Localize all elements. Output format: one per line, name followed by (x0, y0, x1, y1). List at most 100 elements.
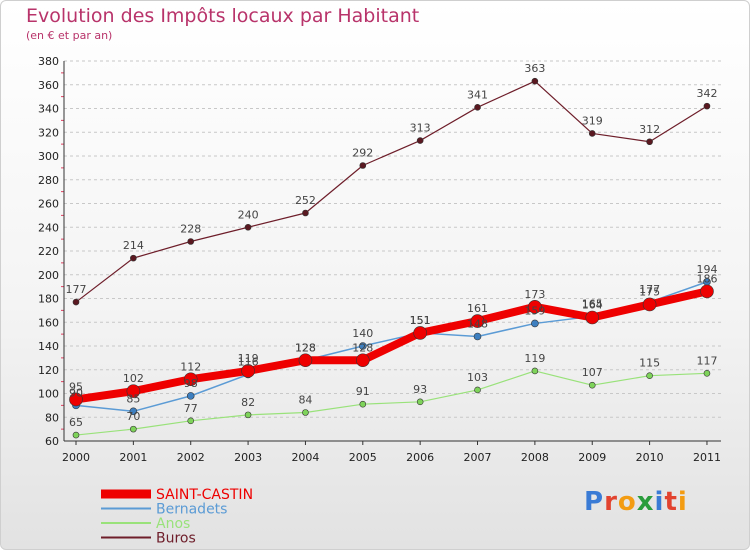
data-label-bernadets: 151 (410, 314, 431, 327)
data-point-anos (588, 381, 596, 389)
data-label-anos: 117 (696, 354, 717, 367)
x-tick-label: 2007 (464, 451, 492, 464)
data-point-saint-castin (585, 310, 600, 325)
y-tick-label: 240 (38, 221, 59, 234)
data-label-bernadets: 140 (352, 327, 373, 340)
data-point-saint-castin (700, 284, 714, 299)
legend-label-bernadets: Bernadets (156, 502, 227, 518)
y-tick-label: 100 (38, 388, 59, 401)
data-label-saint-castin: 175 (639, 285, 660, 298)
data-label-anos: 82 (241, 396, 255, 409)
data-label-buros: 342 (696, 87, 717, 100)
data-point-buros (703, 102, 711, 110)
data-point-anos (703, 370, 711, 377)
x-tick-label: 2004 (291, 451, 319, 464)
y-tick-label: 120 (38, 364, 59, 377)
x-tick-label: 2009 (578, 451, 606, 464)
data-point-buros (187, 238, 195, 245)
data-label-bernadets: 116 (238, 356, 259, 369)
data-point-saint-castin (183, 372, 198, 387)
data-label-buros: 363 (524, 62, 545, 75)
y-tick-label: 260 (38, 198, 59, 211)
y-tick-label: 60 (45, 435, 59, 448)
y-tick-label: 340 (38, 103, 59, 116)
data-label-bernadets: 148 (467, 318, 488, 331)
data-label-anos: 103 (467, 371, 488, 384)
series-line-buros (75, 80, 708, 303)
legend-label-saint-castin: SAINT-CASTIN (156, 487, 253, 503)
data-label-bernadets: 90 (69, 386, 83, 399)
data-label-saint-castin: 95 (69, 380, 83, 393)
data-label-saint-castin: 161 (467, 302, 488, 315)
data-point-buros (130, 254, 137, 262)
data-label-buros: 252 (295, 194, 316, 207)
y-tick-label: 320 (38, 126, 59, 139)
logo-letter: o (617, 487, 637, 517)
data-point-saint-castin (126, 384, 141, 398)
series-line-anos (75, 370, 707, 436)
logo-letter: i (654, 487, 665, 517)
data-point-anos (244, 411, 252, 419)
x-tick-label: 2010 (636, 451, 664, 464)
data-label-buros: 313 (410, 122, 431, 135)
chart-title: Evolution des Impôts locaux par Habitant (26, 5, 420, 27)
x-tick-label: 2003 (234, 451, 262, 464)
data-point-anos (416, 398, 424, 406)
data-point-saint-castin (298, 353, 313, 368)
data-point-saint-castin (241, 364, 255, 378)
legend-label-buros: Buros (156, 531, 196, 547)
data-point-buros (646, 138, 653, 146)
data-point-anos (646, 372, 653, 379)
y-tick-label: 220 (38, 245, 59, 258)
data-label-anos: 93 (413, 383, 427, 396)
data-label-buros: 228 (180, 223, 201, 236)
data-point-buros (416, 137, 424, 144)
data-point-anos (130, 425, 137, 433)
x-tick-label: 2005 (349, 451, 377, 464)
data-label-anos: 70 (126, 410, 140, 423)
data-label-anos: 115 (639, 357, 660, 370)
y-tick-label: 80 (45, 411, 59, 424)
data-label-buros: 214 (123, 239, 144, 252)
data-label-anos: 91 (356, 385, 370, 398)
data-point-anos (187, 417, 195, 425)
data-point-anos (302, 409, 309, 416)
data-point-saint-castin (642, 297, 657, 312)
y-tick-label: 300 (38, 150, 59, 163)
data-label-saint-castin: 151 (410, 314, 431, 327)
data-point-bernadets (186, 392, 195, 400)
x-tick-label: 2006 (406, 451, 434, 464)
data-point-buros (302, 209, 309, 217)
data-label-buros: 240 (238, 208, 259, 221)
data-label-buros: 341 (467, 88, 488, 101)
y-tick-label: 380 (38, 55, 59, 68)
data-label-bernadets: 85 (126, 392, 140, 405)
data-point-buros (588, 130, 596, 137)
data-label-anos: 107 (582, 366, 603, 379)
y-tick-label: 280 (38, 174, 59, 187)
data-label-bernadets: 98 (184, 377, 198, 390)
data-point-buros (474, 104, 481, 111)
data-point-anos (72, 431, 80, 439)
legend-label-anos: Anos (156, 516, 190, 532)
data-label-saint-castin: 102 (123, 372, 144, 385)
data-label-saint-castin: 128 (352, 341, 373, 354)
data-label-bernadets: 165 (582, 297, 603, 310)
data-label-bernadets: 128 (295, 341, 316, 354)
x-tick-label: 2001 (119, 451, 147, 464)
data-point-anos (531, 367, 539, 375)
data-point-buros (531, 77, 539, 85)
data-point-bernadets (129, 407, 138, 416)
data-point-saint-castin (413, 326, 427, 340)
logo-letter: t (664, 487, 678, 517)
data-point-bernadets (531, 319, 539, 328)
chart-subtitle: (en € et par an) (26, 29, 113, 42)
data-label-saint-castin: 119 (238, 352, 259, 365)
logo-letter: x (636, 487, 655, 517)
x-tick-label: 2008 (521, 451, 549, 464)
data-label-saint-castin: 112 (180, 360, 201, 373)
x-tick-label: 2011 (693, 451, 721, 464)
data-label-anos: 119 (524, 352, 545, 365)
